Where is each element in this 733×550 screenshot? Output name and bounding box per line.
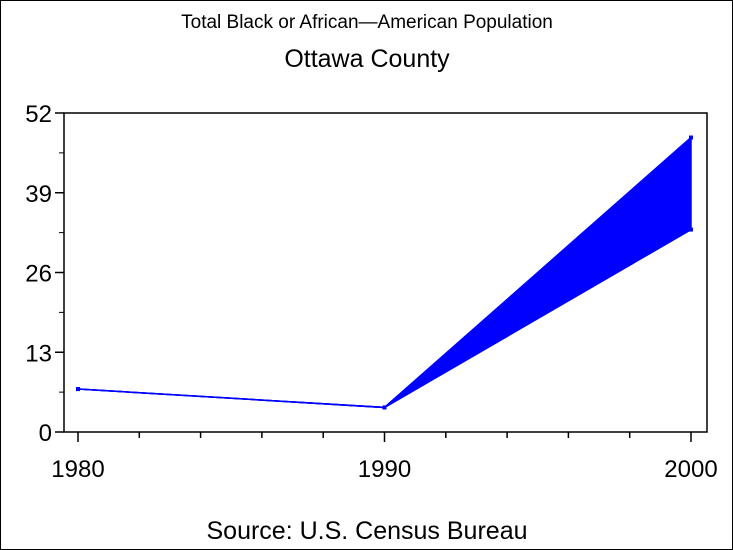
y-tick-label: 52 <box>25 101 52 128</box>
y-tick-label: 0 <box>39 420 52 447</box>
data-point <box>382 405 387 410</box>
y-tick-label: 26 <box>25 261 52 288</box>
y-tick-label: 13 <box>25 340 52 367</box>
data-point <box>76 387 80 392</box>
chart-subtitle: Ottawa County <box>284 45 450 73</box>
x-tick-label: 1980 <box>51 456 104 483</box>
x-tick-label: 2000 <box>664 456 717 483</box>
data-point <box>689 135 693 140</box>
data-point <box>689 227 693 232</box>
range-band <box>77 135 692 409</box>
y-tick-label: 39 <box>25 181 52 208</box>
chart-title: Total Black or African—American Populati… <box>181 12 553 33</box>
chart-footnote: Source: U.S. Census Bureau <box>207 517 528 545</box>
x-tick-label: 1990 <box>358 456 411 483</box>
